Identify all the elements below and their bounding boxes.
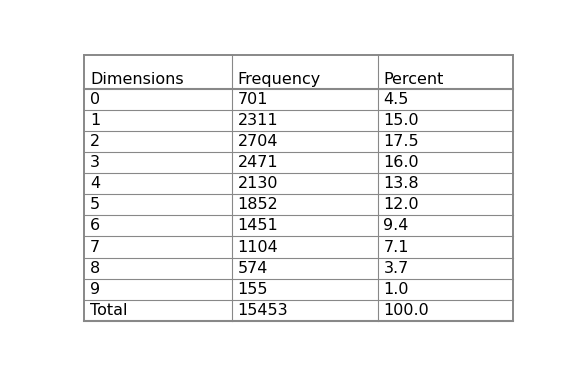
Text: 15.0: 15.0 [384,113,419,128]
Text: 9.4: 9.4 [384,218,409,233]
Text: Frequency: Frequency [237,71,321,86]
Text: 12.0: 12.0 [384,197,419,212]
Text: 16.0: 16.0 [384,155,419,170]
Text: 1104: 1104 [237,240,278,255]
Text: 155: 155 [237,282,268,297]
Text: 1: 1 [90,113,100,128]
Text: 8: 8 [90,261,100,276]
Text: 2130: 2130 [237,176,278,191]
Text: 4: 4 [90,176,100,191]
Text: 3.7: 3.7 [384,261,409,276]
Text: 1.0: 1.0 [384,282,409,297]
Text: 0: 0 [90,92,100,107]
Text: 574: 574 [237,261,268,276]
Text: 701: 701 [237,92,268,107]
Text: 6: 6 [90,218,100,233]
Text: 5: 5 [90,197,100,212]
Text: 1451: 1451 [237,218,278,233]
Text: 2: 2 [90,134,100,149]
Text: 2704: 2704 [237,134,278,149]
Text: Percent: Percent [384,71,444,86]
Text: 1852: 1852 [237,197,278,212]
Text: 2311: 2311 [237,113,278,128]
Text: Dimensions: Dimensions [90,71,183,86]
Text: Total: Total [90,303,127,318]
Text: 2471: 2471 [237,155,278,170]
Text: 17.5: 17.5 [384,134,419,149]
Text: 9: 9 [90,282,100,297]
Text: 4.5: 4.5 [384,92,409,107]
Text: 15453: 15453 [237,303,288,318]
Text: 3: 3 [90,155,100,170]
Text: 7: 7 [90,240,100,255]
Text: 13.8: 13.8 [384,176,419,191]
Text: 100.0: 100.0 [384,303,429,318]
Text: 7.1: 7.1 [384,240,409,255]
